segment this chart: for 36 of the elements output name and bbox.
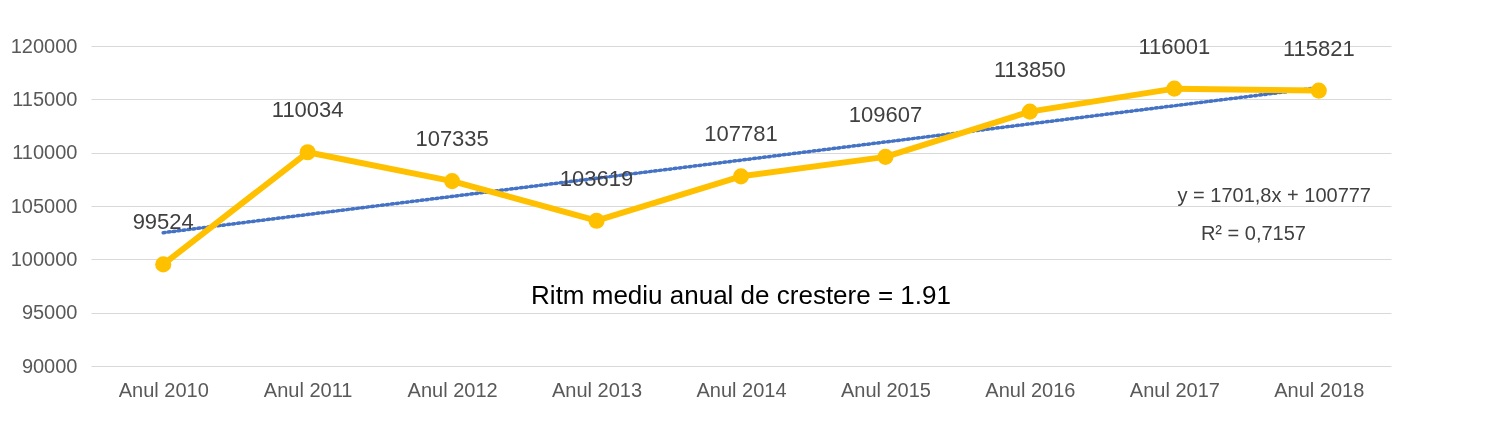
data-label: 109607	[848, 101, 923, 127]
x-tick-label: Anul 2016	[985, 378, 1076, 401]
x-tick-label: Anul 2014	[696, 378, 787, 401]
y-tick-label: 115000	[12, 87, 78, 110]
point	[877, 148, 894, 165]
annotation: R² = 0,7157	[1200, 222, 1306, 244]
y-tick-label: 120000	[10, 34, 78, 57]
point	[732, 168, 750, 185]
annotation: y = 1701,8x + 100777	[1177, 184, 1371, 206]
x-tick-label: Anul 2011	[263, 378, 353, 401]
point	[155, 256, 172, 273]
data-label: 115821	[1282, 35, 1355, 61]
point	[299, 144, 316, 161]
data-label: 99524	[132, 209, 194, 235]
data-label: 110034	[271, 97, 344, 123]
annotation: Ritm mediu anual de crestere = 1.91	[531, 280, 951, 310]
y-tick-label: 90000	[21, 354, 78, 377]
y-tick-label: 95000	[21, 301, 78, 324]
y-tick-label: 110000	[12, 141, 78, 164]
data-label: 113850	[994, 56, 1066, 82]
point	[588, 212, 605, 229]
x-tick-label: Anul 2010	[118, 378, 209, 401]
data-label: 107781	[704, 121, 778, 147]
point	[1021, 103, 1038, 120]
x-tick-label: Anul 2012	[407, 378, 498, 401]
point	[444, 173, 461, 190]
data-label: 107335	[415, 126, 489, 152]
x-tick-label: Anul 2017	[1129, 378, 1220, 401]
x-tick-label: Anul 2018	[1274, 378, 1365, 401]
point	[1310, 82, 1327, 99]
x-tick-label: Anul 2015	[840, 378, 931, 401]
x-tick-label: Anul 2013	[552, 378, 643, 401]
y-tick-label: 100000	[10, 247, 78, 270]
data-label: 116001	[1138, 33, 1211, 59]
point	[1166, 80, 1183, 97]
y-tick-label: 105000	[10, 194, 78, 217]
